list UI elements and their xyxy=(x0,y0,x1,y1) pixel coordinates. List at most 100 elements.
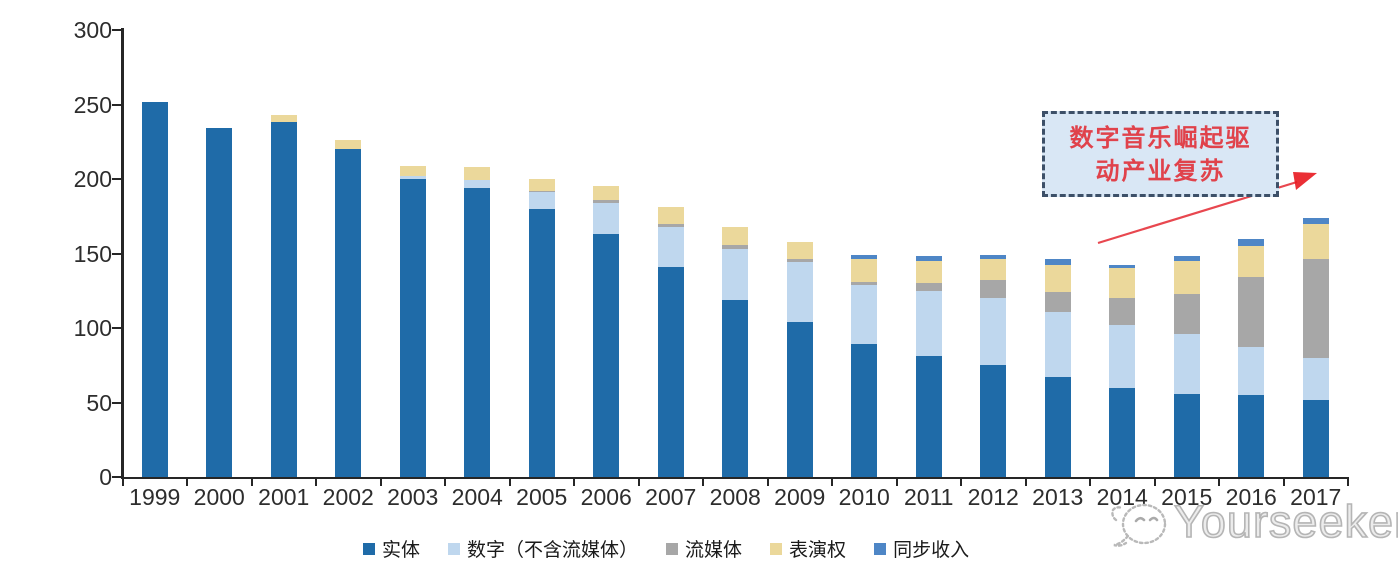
x-tick xyxy=(444,477,446,486)
annotation-text-line2: 动产业复苏 xyxy=(1095,156,1226,185)
x-tick xyxy=(1218,477,1220,486)
bar-segment xyxy=(915,260,942,284)
legend-item: 实体 xyxy=(363,535,420,562)
x-tick xyxy=(186,477,188,486)
y-tick xyxy=(112,29,121,31)
bar-segment xyxy=(1302,357,1329,400)
bar-segment xyxy=(464,180,491,188)
bar-segment xyxy=(141,101,168,477)
x-axis-label: 2007 xyxy=(645,484,697,510)
bar-segment xyxy=(722,249,749,300)
bar-segment xyxy=(1238,395,1265,477)
bar-segment xyxy=(593,186,620,200)
x-axis-label: 2013 xyxy=(1032,484,1084,510)
x-axis-label: 2015 xyxy=(1161,484,1213,510)
bar-segment xyxy=(851,281,878,285)
bar-segment xyxy=(1302,399,1329,477)
bar-segment xyxy=(335,149,362,477)
x-tick xyxy=(960,477,962,486)
annotation-callout: 数字音乐崛起驱 动产业复苏 xyxy=(1042,111,1279,197)
bar-segment xyxy=(1109,387,1136,477)
bar-segment xyxy=(1173,256,1200,261)
watermark: Yourseeker xyxy=(1106,496,1398,550)
watermark-brand-text: Yourseeker xyxy=(1173,496,1398,547)
bar-segment xyxy=(528,190,555,193)
x-axis-label: 2006 xyxy=(580,484,632,510)
bar-segment xyxy=(1109,298,1136,325)
x-axis-line xyxy=(121,476,1349,479)
bar-segment xyxy=(1238,238,1265,247)
bar-segment xyxy=(657,226,684,267)
bar-segment xyxy=(851,344,878,477)
bar-segment xyxy=(915,283,942,291)
bar-segment xyxy=(206,128,233,477)
bar-segment xyxy=(657,223,684,227)
x-axis-label: 2011 xyxy=(904,484,954,510)
bar-segment xyxy=(980,365,1007,477)
bar-segment xyxy=(270,114,297,123)
legend-swatch xyxy=(666,542,679,555)
bar-segment xyxy=(1044,259,1071,266)
y-tick xyxy=(112,327,121,329)
bar-segment xyxy=(1044,292,1071,312)
bar-segment xyxy=(1238,246,1265,278)
bar-segment xyxy=(851,259,878,282)
legend-item: 同步收入 xyxy=(874,535,969,562)
x-tick xyxy=(379,477,382,486)
y-tick xyxy=(112,252,121,255)
bar-segment xyxy=(980,280,1007,299)
bar-segment xyxy=(851,254,878,260)
y-axis-label: 300 xyxy=(73,17,112,43)
bar-segment xyxy=(915,256,942,261)
bar-segment xyxy=(593,202,620,235)
legend-item: 流媒体 xyxy=(666,535,742,562)
bar-segment xyxy=(722,299,749,477)
bar-segment xyxy=(1238,277,1265,348)
bar-segment xyxy=(528,179,555,191)
x-axis-label: 2002 xyxy=(322,484,374,510)
x-axis-label: 2003 xyxy=(387,484,439,510)
x-tick xyxy=(250,477,253,486)
y-axis-label: 150 xyxy=(73,240,112,267)
x-tick xyxy=(1089,477,1091,486)
bar-segment xyxy=(657,266,684,477)
x-tick xyxy=(702,477,704,486)
bar-segment xyxy=(1173,293,1200,334)
bar-segment xyxy=(1109,265,1136,269)
x-axis-label: 2008 xyxy=(709,484,761,510)
legend-swatch xyxy=(770,542,783,555)
legend-swatch xyxy=(448,542,461,555)
x-tick xyxy=(637,477,640,486)
bar-segment xyxy=(399,179,426,477)
bar-segment xyxy=(464,167,491,181)
bar-segment xyxy=(786,259,813,263)
bar-segment xyxy=(593,199,620,203)
x-tick xyxy=(1024,477,1027,486)
x-axis-label: 2005 xyxy=(516,484,568,510)
y-axis-label: 200 xyxy=(73,166,112,192)
legend-item: 表演权 xyxy=(770,535,846,562)
chart-legend: 实体 数字（不含流媒体） 流媒体 表演权 同步收入 xyxy=(363,535,969,562)
bar-segment xyxy=(722,226,749,245)
bar-segment xyxy=(786,241,813,260)
legend-label: 表演权 xyxy=(789,539,847,561)
bar-segment xyxy=(1302,223,1329,260)
bar-segment xyxy=(1302,217,1329,224)
x-tick xyxy=(895,477,898,486)
legend-swatch xyxy=(363,542,375,555)
x-axis-label: 2017 xyxy=(1290,484,1342,510)
y-tick xyxy=(112,476,121,478)
x-tick xyxy=(766,477,769,486)
legend-swatch xyxy=(874,542,887,555)
legend-item: 数字（不含流媒体） xyxy=(448,535,638,562)
bar-segment xyxy=(399,165,426,176)
bar-segment xyxy=(464,187,491,477)
y-axis-label: 100 xyxy=(73,315,112,341)
legend-label: 同步收入 xyxy=(893,539,970,561)
bar-segment xyxy=(270,122,297,477)
bar-segment xyxy=(851,284,878,345)
bar-segment xyxy=(1173,260,1200,294)
bar-segment xyxy=(980,298,1007,366)
bar-segment xyxy=(1238,347,1265,396)
bar-segment xyxy=(528,208,555,477)
